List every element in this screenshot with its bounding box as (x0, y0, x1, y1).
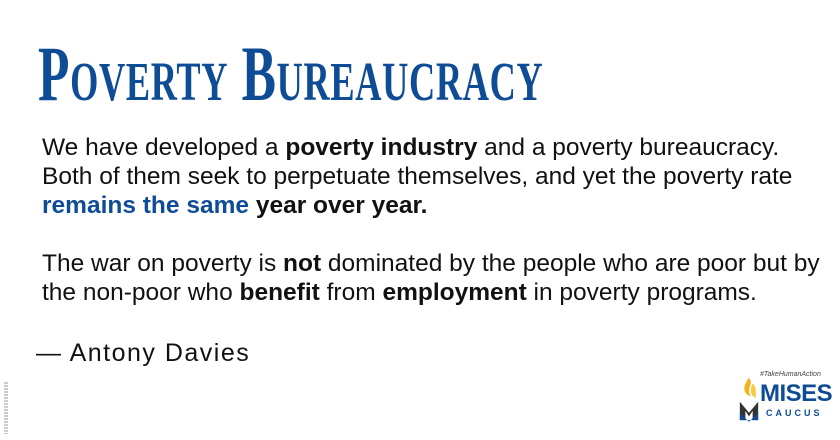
vertical-credit-mark (4, 382, 8, 434)
text: dominated by the people who are poor but… (42, 250, 820, 307)
quote-paragraph-1: We have developed a poverty industry and… (42, 134, 822, 220)
text: in poverty programs. (526, 279, 757, 307)
text: from (319, 279, 383, 307)
bold-text: not (283, 250, 322, 278)
text (249, 192, 256, 219)
bold-text: year over year. (255, 191, 428, 219)
bold-text: benefit (239, 279, 320, 307)
text: We have developed a (42, 134, 286, 161)
text: and a poverty bureaucracy. Both of them … (42, 134, 793, 190)
quote-body: We have developed a poverty industry and… (36, 134, 822, 368)
logo-hashtag: #TakeHumanAction (760, 371, 821, 378)
logo-name: MISES (760, 380, 833, 407)
bold-text: poverty industry (285, 134, 478, 161)
flame-icon (739, 377, 759, 422)
page-title: Poverty Bureaucracy (38, 30, 544, 117)
quote-paragraph-2: The war on poverty is not dominated by t… (42, 250, 822, 308)
mises-caucus-logo: #TakeHumanAction MISES CAUCUS (738, 370, 833, 432)
logo-sub: CAUCUS (766, 408, 823, 418)
text: The war on poverty is (42, 250, 284, 278)
bold-text: employment (382, 279, 527, 307)
highlight-text: remains the same (42, 191, 249, 219)
logo-words: #TakeHumanAction MISES CAUCUS (760, 370, 833, 419)
attribution: — Antony Davies (36, 338, 251, 367)
